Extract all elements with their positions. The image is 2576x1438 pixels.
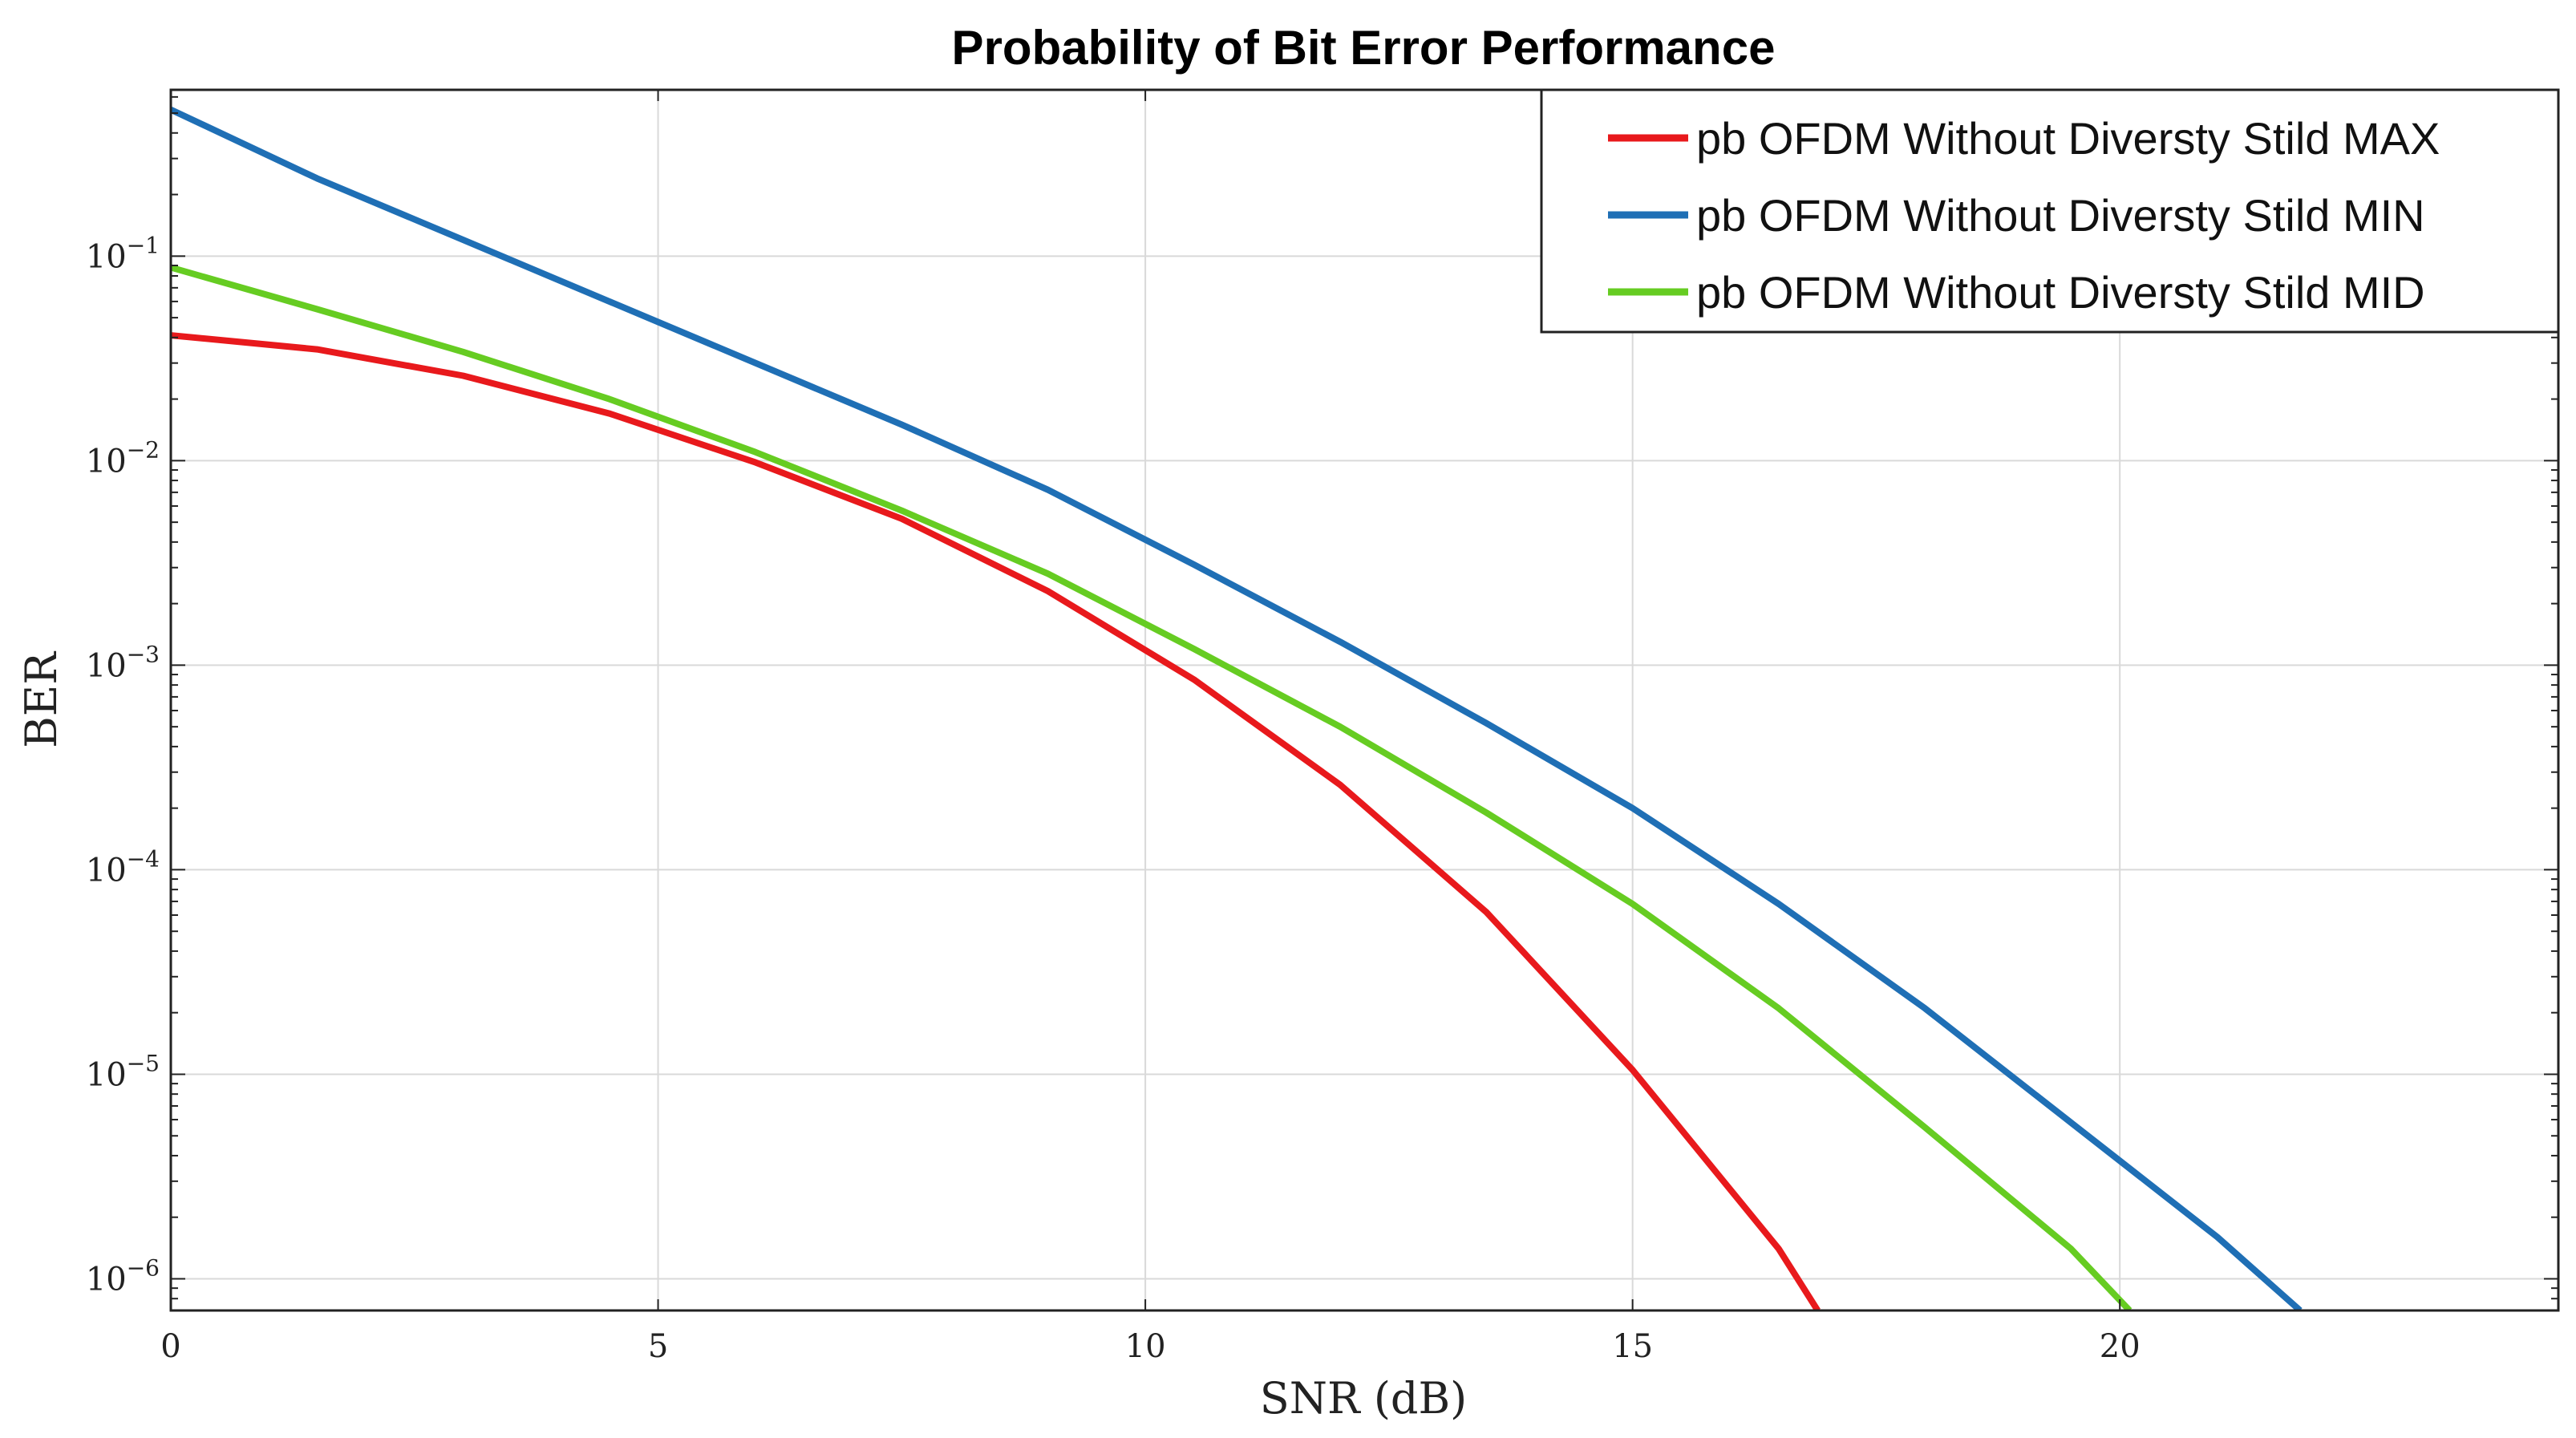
y-tick-base: 10 [86, 238, 127, 275]
legend-label-2: pb OFDM Without Diversty Stild MIN [1696, 190, 2425, 241]
y-tick-label: 10−2 [86, 436, 160, 480]
x-tick-label: 0 [160, 1328, 180, 1365]
legend-box [1540, 88, 2560, 334]
y-tick-label: 10−1 [86, 232, 160, 275]
y-tick-label: 10−5 [86, 1050, 160, 1093]
y-tick-label: 10−3 [86, 641, 160, 684]
y-tick-exponent: −6 [127, 1254, 160, 1281]
y-tick-exponent: −4 [127, 845, 160, 872]
y-tick-base: 10 [86, 852, 127, 889]
y-tick-exponent: −2 [127, 436, 160, 463]
x-tick-label: 10 [1125, 1328, 1166, 1365]
series-line-1 [171, 332, 1821, 1310]
y-tick-exponent: −5 [127, 1050, 160, 1076]
chart-title: Probability of Bit Error Performance [952, 21, 1776, 75]
grid [170, 90, 2558, 1310]
y-tick-exponent: −3 [127, 641, 160, 667]
series-line-3 [171, 264, 2132, 1310]
x-tick-label: 20 [2100, 1328, 2141, 1365]
x-tick-label: 5 [648, 1328, 668, 1365]
y-tick-label: 10−6 [86, 1254, 160, 1298]
y-axis-label: BER [16, 651, 67, 748]
plot-frame [169, 88, 2560, 1312]
series-layer [171, 107, 2303, 1310]
y-tick-base: 10 [86, 443, 127, 480]
y-tick-exponent: −1 [127, 232, 160, 258]
legend: pb OFDM Without Diversty Stild MAX pb OFD… [1540, 88, 2560, 334]
y-tick-base: 10 [86, 1261, 127, 1298]
series-line-2 [171, 107, 2303, 1310]
y-tick-base: 10 [86, 1056, 127, 1093]
x-axis-label: SNR (dB) [1260, 1373, 1467, 1424]
y-tick-label: 10−4 [86, 845, 160, 889]
y-tick-base: 10 [86, 647, 127, 684]
x-tick-label: 15 [1612, 1328, 1653, 1365]
legend-label-3: pb OFDM Without Diversty Stild MID [1696, 267, 2425, 318]
legend-label-1: pb OFDM Without Diversty Stild MAX [1696, 113, 2440, 164]
